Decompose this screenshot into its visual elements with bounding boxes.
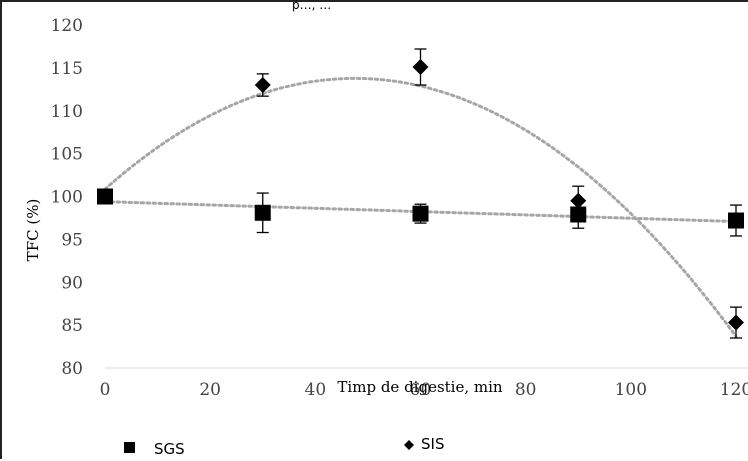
x-tick-label: 20 [199, 380, 221, 400]
marker-sis [412, 59, 429, 76]
marker-sgs [412, 205, 429, 222]
marker-sgs [728, 212, 744, 229]
legend-sgs-marker [124, 442, 135, 453]
data-markers [97, 59, 744, 331]
y-tick-label: 110 [51, 102, 83, 122]
y-tick-label: 80 [61, 359, 83, 379]
marker-sgs [570, 206, 587, 223]
y-tick-label: 90 [61, 273, 83, 293]
x-tick-label: 0 [100, 380, 111, 400]
x-tick-label: 60 [410, 380, 432, 400]
x-tick-labels: 0 20 40 60 80 100 120 [100, 380, 748, 400]
y-tick-label: 115 [51, 59, 83, 79]
legend-sis-marker [404, 440, 414, 450]
legend: SGS SIS [124, 435, 444, 458]
x-tick-label: 100 [615, 380, 647, 400]
x-axis-title: Timp de digestie, min [337, 378, 502, 396]
marker-sis [728, 314, 744, 331]
legend-sis-label: SIS [421, 435, 444, 453]
y-tick-label: 120 [51, 16, 83, 36]
y-axis-title: TFC (%) [24, 199, 42, 262]
marker-sis [570, 192, 587, 209]
x-tick-label: 120 [720, 380, 748, 400]
y-tick-label: 105 [51, 145, 83, 165]
y-tick-label: 100 [51, 188, 83, 208]
y-tick-labels: 120 115 110 105 100 95 90 85 80 [51, 16, 83, 379]
y-tick-label: 85 [61, 316, 83, 336]
marker-sgs [254, 204, 271, 221]
x-tick-label: 80 [515, 380, 537, 400]
legend-sgs-label: SGS [154, 440, 185, 458]
y-tick-label: 95 [61, 230, 83, 250]
marker-sis [97, 188, 113, 205]
marker-sis [254, 77, 271, 94]
x-tick-label: 40 [305, 380, 327, 400]
partial-chart-title: p…, … [292, 2, 331, 12]
trendline-sis [103, 76, 738, 338]
error-bars [256, 48, 742, 339]
